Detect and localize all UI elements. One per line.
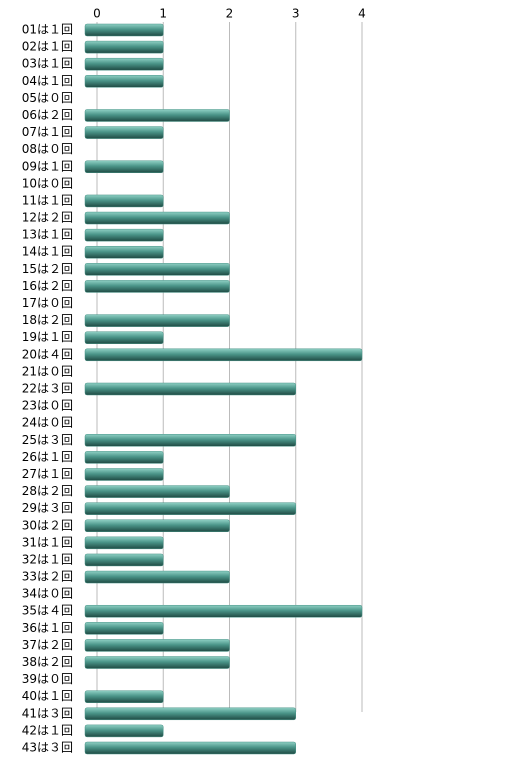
bar <box>84 23 164 37</box>
y-tick-label: 19は１回 <box>22 330 73 344</box>
bar <box>84 194 164 208</box>
y-tick-label: 23は０回 <box>22 399 73 413</box>
bar <box>84 263 230 276</box>
y-tick-label: 12は２回 <box>22 211 73 225</box>
y-tick-label: 06は２回 <box>22 108 73 122</box>
y-tick-label: 32は１回 <box>22 552 73 566</box>
bar <box>84 502 296 515</box>
y-tick-label: 16は２回 <box>22 279 73 293</box>
y-tick-label: 29は３回 <box>22 501 73 515</box>
y-tick-label: 20は４回 <box>22 347 73 361</box>
y-tick-label: 10は０回 <box>22 176 73 190</box>
y-tick-label: 26は１回 <box>22 450 73 464</box>
y-tick-label: 18は２回 <box>22 313 73 327</box>
x-tick-label: 0 <box>93 7 101 21</box>
y-tick-label: 09は１回 <box>22 159 73 173</box>
x-tick-label: 1 <box>159 7 167 21</box>
y-tick-label: 40は１回 <box>22 689 73 703</box>
y-tick-label: 34は０回 <box>22 587 73 601</box>
y-tick-label: 30は２回 <box>22 518 73 532</box>
y-tick-label: 22は３回 <box>22 382 73 396</box>
y-tick-label: 02は１回 <box>22 40 73 54</box>
y-tick-label: 07は１回 <box>22 125 73 139</box>
bar <box>84 314 230 327</box>
y-tick-label: 43は３回 <box>22 741 73 755</box>
bar <box>84 57 164 71</box>
y-tick-label: 27は１回 <box>22 467 73 481</box>
bar <box>84 245 164 259</box>
y-tick-label: 08は０回 <box>22 142 73 156</box>
bar <box>84 75 164 88</box>
bar <box>84 570 230 584</box>
y-tick-label: 03は１回 <box>22 57 73 71</box>
bar <box>84 126 164 139</box>
y-tick-label: 39は０回 <box>22 672 73 686</box>
y-tick-label: 35は４回 <box>22 604 73 618</box>
bar <box>84 348 363 362</box>
bar <box>84 690 164 703</box>
bar <box>84 109 230 122</box>
bar <box>84 707 296 721</box>
y-tick-label: 24は０回 <box>22 416 73 430</box>
bar <box>84 656 230 669</box>
y-tick-label: 01は１回 <box>22 23 73 37</box>
bar <box>84 622 164 635</box>
bar <box>84 228 164 242</box>
y-tick-label: 11は１回 <box>22 193 73 207</box>
bar <box>84 519 230 533</box>
bar <box>84 536 164 550</box>
bar <box>84 724 164 738</box>
bar <box>84 211 230 225</box>
y-tick-label: 13は１回 <box>22 228 73 242</box>
bar <box>84 40 164 54</box>
bar <box>84 451 164 464</box>
y-tick-label: 25は３回 <box>22 433 73 447</box>
y-tick-label: 42は１回 <box>22 723 73 737</box>
bar <box>84 485 230 498</box>
y-tick-label: 15は２回 <box>22 262 73 276</box>
x-tick-label: 2 <box>226 7 234 21</box>
y-tick-label: 28は２回 <box>22 484 73 498</box>
bar <box>84 741 296 755</box>
bar <box>84 280 230 293</box>
bar <box>84 639 230 652</box>
bar <box>84 331 164 344</box>
y-tick-label: 04は１回 <box>22 74 73 88</box>
y-tick-label: 36は１回 <box>22 621 73 635</box>
y-tick-label: 38は２回 <box>22 655 73 669</box>
y-tick-label: 41は３回 <box>22 706 73 720</box>
bar <box>84 604 363 618</box>
bar <box>84 468 164 481</box>
y-tick-label: 21は０回 <box>22 364 73 378</box>
y-tick-label: 17は０回 <box>22 296 73 310</box>
y-tick-label: 14は１回 <box>22 245 73 259</box>
x-tick-label: 3 <box>292 7 300 21</box>
bar <box>84 553 164 567</box>
x-tick-label: 4 <box>358 7 366 21</box>
y-tick-label: 31は１回 <box>22 535 73 549</box>
bar <box>84 382 296 396</box>
y-tick-label: 05は０回 <box>22 91 73 105</box>
bar <box>84 160 164 174</box>
bar <box>84 434 296 447</box>
y-tick-label: 37は２回 <box>22 638 73 652</box>
y-tick-label: 33は２回 <box>22 570 73 584</box>
